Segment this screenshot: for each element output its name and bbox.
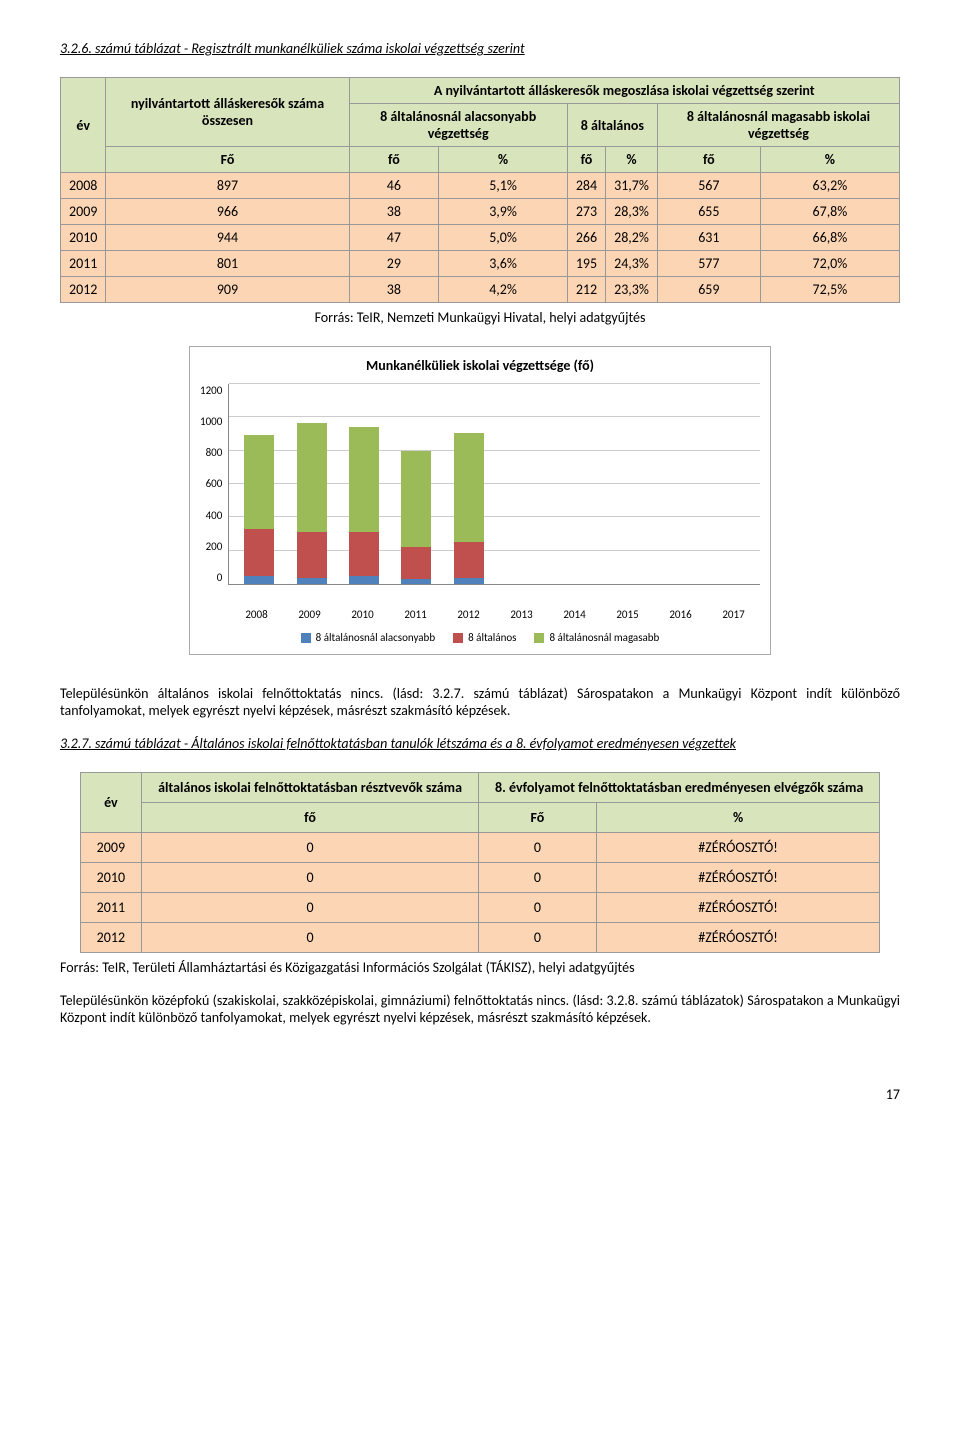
- th-fo-caps: Fő: [106, 147, 349, 173]
- section-title-327: 3.2.7. számú táblázat - Általános iskola…: [60, 735, 900, 752]
- th-fo-caps: Fő: [478, 803, 596, 833]
- table-row: 201200#ZÉRÓOSZTÓ!: [80, 923, 880, 953]
- th-elvegzok: 8. évfolyamot felnőttoktatásban eredmény…: [478, 773, 879, 803]
- th-ev: év: [80, 773, 141, 833]
- chart-title: Munkanélküliek iskolai végzettsége (fő): [200, 357, 760, 374]
- paragraph-1: Településünkön általános iskolai felnőtt…: [60, 685, 900, 719]
- legend-item: 8 általánosnál magasabb: [534, 631, 659, 644]
- bar-slot: [294, 423, 330, 584]
- legend-item: 8 általánosnál alacsonyabb: [301, 631, 435, 644]
- chart-container: Munkanélküliek iskolai végzettsége (fő) …: [189, 346, 771, 655]
- chart-xaxis: 2008200920102011201220132014201520162017: [230, 608, 760, 621]
- th-megoszlas: A nyilvántartott álláskeresők megoszlása…: [349, 78, 899, 104]
- th-resztvevok: általános iskolai felnőttoktatásban rész…: [142, 773, 479, 803]
- chart-yaxis: 120010008006004002000: [200, 384, 222, 584]
- th-fo: fő: [567, 147, 605, 173]
- table-row: 2008897465,1%28431,7%56763,2%: [61, 173, 900, 199]
- table-row: 2010944475,0%26628,2%63166,8%: [61, 225, 900, 251]
- table-row: 201000#ZÉRÓOSZTÓ!: [80, 863, 880, 893]
- th-alacsonyabb: 8 általánosnál alacsonyabb végzettség: [349, 104, 567, 147]
- chart-legend: 8 általánosnál alacsonyabb 8 általános 8 á…: [200, 631, 760, 644]
- legend-item: 8 általános: [453, 631, 516, 644]
- table-327-source: Forrás: TeIR, Területi Államháztartási é…: [60, 959, 900, 976]
- th-magasabb: 8 általánosnál magasabb iskolai végzetts…: [657, 104, 899, 147]
- bar-slot: [346, 427, 382, 584]
- section-title-326: 3.2.6. számú táblázat - Regisztrált munk…: [60, 40, 900, 57]
- th-ev: év: [61, 78, 106, 173]
- bar-slot: [451, 433, 487, 584]
- table-326-source: Forrás: TeIR, Nemzeti Munkaügyi Hivatal,…: [60, 309, 900, 326]
- th-fo: fő: [657, 147, 760, 173]
- table-326: év nyilvántartott álláskeresők száma öss…: [60, 77, 900, 303]
- table-row: 2012909384,2%21223,3%65972,5%: [61, 277, 900, 303]
- page-number: 17: [60, 1086, 900, 1103]
- table-327: év általános iskolai felnőttoktatásban r…: [80, 772, 881, 953]
- table-row: 201100#ZÉRÓOSZTÓ!: [80, 893, 880, 923]
- th-fo: fő: [142, 803, 479, 833]
- bar-slot: [398, 451, 434, 584]
- th-pct: %: [760, 147, 899, 173]
- th-fo: fő: [349, 147, 439, 173]
- table-row: 200900#ZÉRÓOSZTÓ!: [80, 833, 880, 863]
- th-altalanos: 8 általános: [567, 104, 657, 147]
- th-pct: %: [439, 147, 568, 173]
- table-row: 2009966383,9%27328,3%65567,8%: [61, 199, 900, 225]
- th-pct: %: [596, 803, 880, 833]
- table-row: 2011801293,6%19524,3%57772,0%: [61, 251, 900, 277]
- paragraph-2: Településünkön középfokú (szakiskolai, s…: [60, 992, 900, 1026]
- th-nyilvantartott: nyilvántartott álláskeresők száma összes…: [106, 78, 349, 147]
- bar-slot: [241, 435, 277, 584]
- th-pct: %: [606, 147, 658, 173]
- chart-plot: [228, 384, 760, 585]
